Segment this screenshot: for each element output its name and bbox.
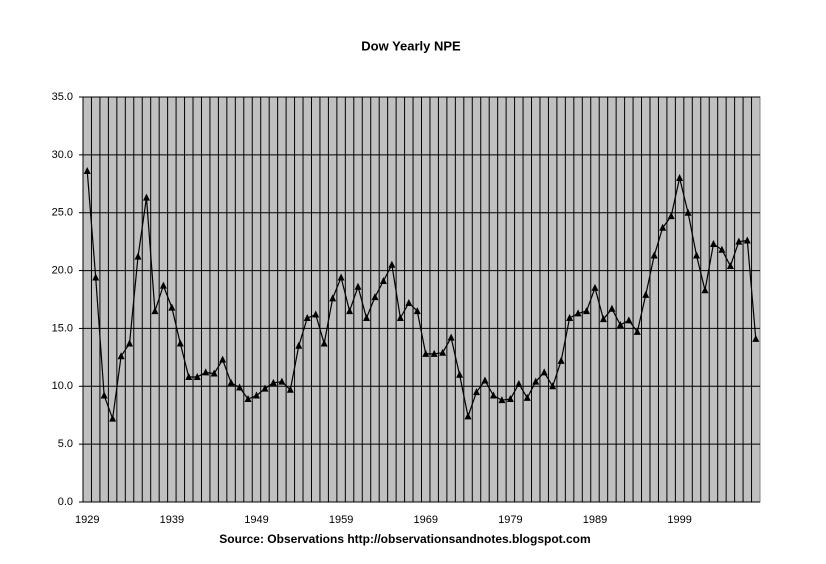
marker — [718, 245, 726, 253]
marker — [371, 293, 379, 301]
marker — [591, 283, 599, 291]
marker — [709, 239, 717, 247]
marker — [312, 310, 320, 318]
marker — [752, 334, 760, 342]
marker — [83, 167, 91, 175]
marker — [726, 261, 734, 269]
x-axis-title: Source: Observations http://observations… — [219, 532, 590, 546]
marker — [473, 388, 481, 396]
marker — [523, 393, 531, 401]
marker — [134, 252, 142, 260]
marker — [574, 309, 582, 317]
x-tick-label: 1929 — [75, 514, 99, 526]
marker — [117, 352, 125, 360]
x-tick-label: 1939 — [160, 514, 184, 526]
marker — [608, 304, 616, 312]
marker — [210, 369, 218, 377]
marker — [667, 212, 675, 220]
marker — [126, 339, 134, 347]
marker — [735, 237, 743, 245]
x-tick-label: 1979 — [498, 514, 522, 526]
marker — [642, 290, 650, 298]
marker — [456, 370, 464, 378]
marker — [354, 282, 362, 290]
marker — [236, 383, 244, 391]
marker — [616, 320, 624, 328]
marker — [388, 260, 396, 268]
marker — [227, 378, 235, 386]
marker — [379, 276, 387, 284]
marker — [515, 379, 523, 387]
marker — [532, 377, 540, 385]
marker — [498, 396, 506, 404]
marker — [447, 333, 455, 341]
marker — [176, 339, 184, 347]
marker — [320, 339, 328, 347]
marker — [346, 307, 354, 315]
marker — [489, 391, 497, 399]
y-tick-label: 20.0 — [52, 264, 73, 276]
x-tick-label: 1949 — [244, 514, 268, 526]
marker — [244, 395, 252, 403]
marker — [337, 273, 345, 281]
marker — [422, 349, 430, 357]
marker — [625, 316, 633, 324]
y-tick-label: 15.0 — [52, 322, 73, 334]
marker — [278, 377, 286, 385]
chart-title: Dow Yearly NPE — [361, 38, 461, 53]
marker — [151, 307, 159, 315]
marker — [295, 341, 303, 349]
y-tick-label: 25.0 — [52, 207, 73, 219]
marker — [303, 314, 311, 322]
marker — [193, 373, 201, 381]
marker — [159, 281, 167, 289]
y-tick-label: 35.0 — [52, 91, 73, 103]
marker — [413, 307, 421, 315]
marker — [557, 356, 565, 364]
marker — [92, 273, 100, 281]
marker — [252, 391, 260, 399]
marker — [261, 384, 269, 392]
marker — [506, 395, 514, 403]
marker — [439, 348, 447, 356]
y-tick-label: 5.0 — [58, 438, 73, 450]
marker — [566, 314, 574, 322]
x-tick-label: 1959 — [329, 514, 353, 526]
marker — [405, 298, 413, 306]
marker — [676, 174, 684, 181]
marker — [286, 385, 294, 393]
marker — [168, 303, 176, 311]
y-tick-label: 10.0 — [52, 380, 73, 392]
marker — [142, 193, 150, 201]
x-tick-label: 1969 — [413, 514, 437, 526]
marker — [540, 368, 548, 376]
marker — [202, 368, 210, 376]
marker — [549, 382, 557, 390]
marker — [219, 355, 227, 363]
marker — [396, 314, 404, 322]
y-tick-label: 0.0 — [58, 496, 73, 508]
y-tick-label: 30.0 — [52, 149, 73, 161]
marker — [693, 251, 701, 259]
x-tick-label: 1999 — [667, 514, 691, 526]
marker — [633, 327, 641, 335]
marker — [684, 208, 692, 216]
marker — [362, 314, 370, 322]
marker — [464, 412, 472, 420]
marker — [599, 315, 607, 323]
marker — [269, 378, 277, 386]
marker — [430, 349, 438, 357]
x-tick-label: 1989 — [583, 514, 607, 526]
marker — [659, 223, 667, 231]
marker — [100, 391, 108, 399]
marker — [583, 307, 591, 315]
marker — [743, 236, 751, 244]
marker — [481, 376, 489, 384]
marker — [185, 373, 193, 381]
marker — [329, 294, 337, 302]
marker — [701, 286, 709, 294]
marker — [109, 414, 117, 422]
marker — [650, 251, 658, 259]
